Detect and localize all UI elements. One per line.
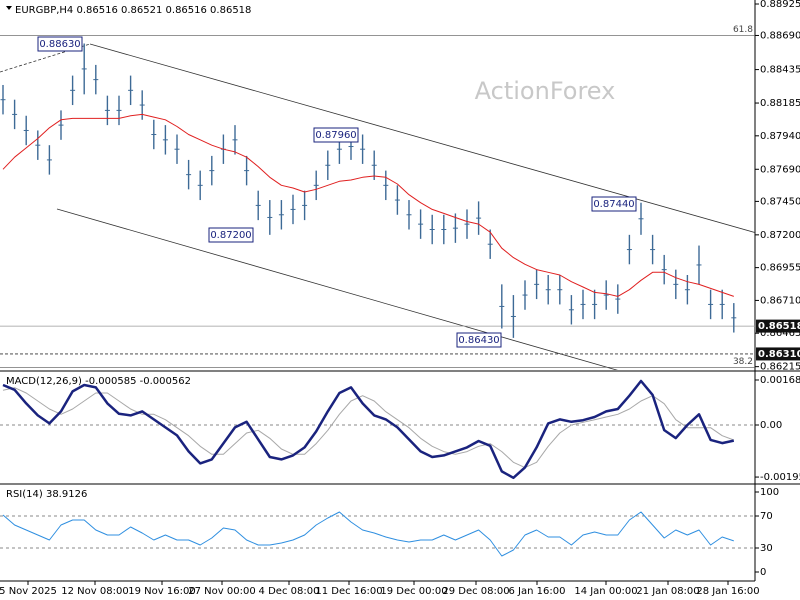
price-label-box [756, 347, 800, 361]
y-tick-label: 0.88690 [760, 30, 800, 41]
y-tick-label: 0.87200 [760, 230, 800, 241]
fib-label: 38.2 [733, 357, 753, 367]
channel-upper [89, 43, 755, 233]
x-tick-label: 4 Dec 08:00 [259, 586, 320, 597]
level-box [591, 196, 637, 212]
watermark: ActionForex [475, 77, 616, 105]
y-tick-label: 0.88435 [760, 65, 800, 76]
x-tick-label: 27 Nov 00:00 [188, 586, 255, 597]
price-label: 0.86310 [758, 349, 800, 360]
level-label: 0.86430 [458, 335, 499, 346]
y-tick-label: 0.001688 [760, 375, 800, 386]
y-tick-label: 0.87690 [760, 164, 800, 175]
level-label: 0.88630 [39, 39, 80, 50]
y-tick-label: 0.88185 [760, 98, 800, 109]
macd-line [2, 379, 735, 480]
chart-title: EURGBP,H4 0.86516 0.86521 0.86516 0.8651… [15, 5, 251, 16]
level-label: 0.87440 [593, 199, 634, 210]
y-tick-label: 0.00 [760, 420, 782, 431]
price-label-box [756, 319, 800, 333]
x-tick-label: 19 Dec 00:00 [380, 586, 447, 597]
y-tick-label: 0 [760, 567, 766, 578]
channel-lower [56, 208, 618, 370]
y-tick-label: 100 [760, 487, 779, 498]
y-tick-label: 0.87450 [760, 196, 800, 207]
level-box [208, 227, 254, 243]
level-label: 0.87960 [315, 130, 356, 141]
x-tick-label: 5 Nov 2025 [0, 586, 57, 597]
y-tick-label: -0.001953 [760, 472, 800, 483]
level-box [37, 36, 83, 52]
x-tick-label: 6 Jan 16:00 [509, 586, 566, 597]
values-line [2, 511, 734, 557]
level-box [313, 127, 359, 143]
x-tick-label: 19 Nov 16:00 [128, 586, 195, 597]
y-tick-label: 0.88925 [760, 0, 800, 10]
x-tick-label: 21 Jan 08:00 [636, 586, 699, 597]
x-tick-label: 28 Jan 16:00 [696, 586, 759, 597]
y-tick-label: 70 [760, 511, 773, 522]
y-tick-label: 0.86955 [760, 263, 800, 274]
macd-title: MACD(12,26,9) -0.000585 -0.000562 [6, 376, 191, 387]
y-tick-label: 30 [760, 543, 773, 554]
level-label: 0.87200 [210, 230, 251, 241]
price-label: 0.86518 [758, 321, 800, 332]
x-tick-label: 11 Dec 16:00 [315, 586, 382, 597]
channel-extension [0, 43, 91, 73]
x-tick-label: 29 Dec 08:00 [442, 586, 509, 597]
rsi-title: RSI(14) 38.9126 [6, 489, 87, 500]
y-tick-label: 0.87940 [760, 131, 800, 142]
signal-line [2, 387, 734, 469]
title-arrow [6, 6, 12, 10]
y-tick-label: 0.86710 [760, 295, 800, 306]
trend-lines [0, 43, 755, 370]
y-tick-label: 0.86465 [760, 328, 800, 339]
x-tick-label: 12 Nov 08:00 [61, 586, 128, 597]
level-box [456, 332, 502, 348]
x-tick-label: 14 Jan 00:00 [574, 586, 637, 597]
y-tick-label: 0.86215 [760, 362, 800, 373]
ma-line [2, 113, 734, 297]
fib-label: 61.8 [733, 25, 753, 35]
